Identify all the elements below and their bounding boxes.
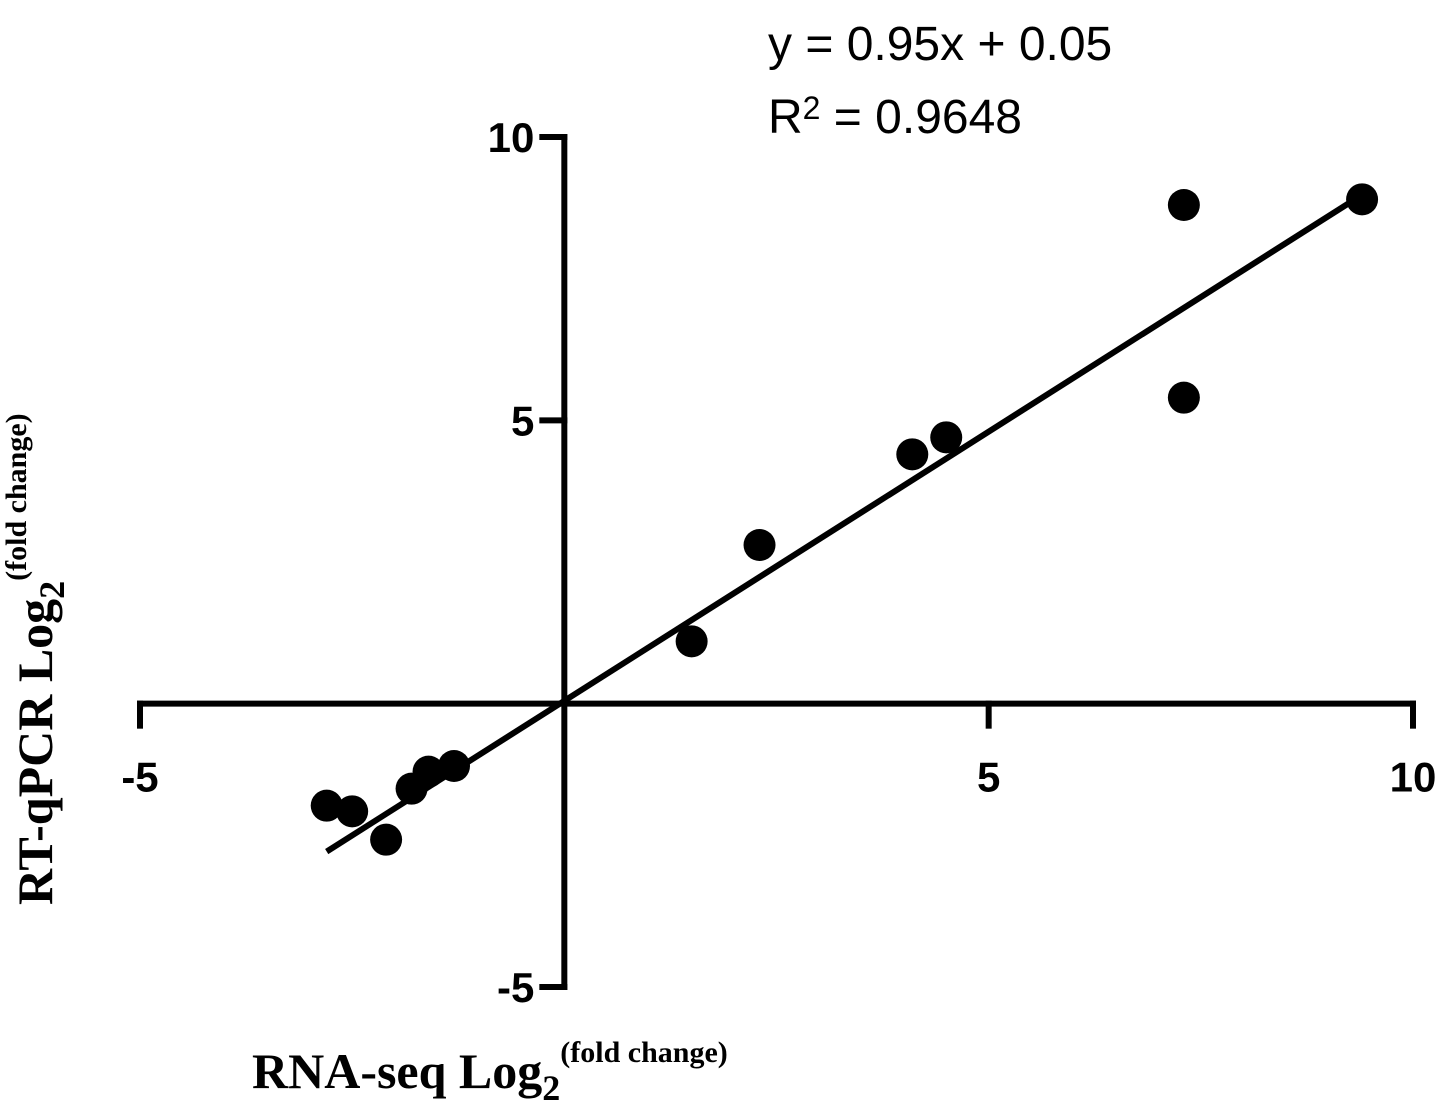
data-point bbox=[896, 438, 929, 471]
regression-line bbox=[325, 192, 1364, 855]
data-point bbox=[370, 823, 403, 856]
x-tick-label: -5 bbox=[121, 754, 158, 801]
x-axis-title: RNA-seq Log2(fold change) bbox=[252, 1036, 728, 1105]
y-tick-label: -5 bbox=[497, 964, 534, 1011]
tick-labels: -5 5 10 10 5 -5 bbox=[121, 114, 1436, 1011]
x-tick-label: 5 bbox=[977, 754, 1000, 801]
data-point bbox=[1167, 381, 1200, 414]
regression-line-layer bbox=[325, 192, 1364, 855]
data-point bbox=[1167, 189, 1200, 221]
x-tick-label: 10 bbox=[1390, 754, 1437, 801]
data-point bbox=[743, 529, 776, 561]
data-point bbox=[675, 625, 708, 658]
data-point bbox=[930, 421, 963, 454]
y-tick-label: 5 bbox=[511, 397, 534, 444]
y-axis-title: RT-qPCR Log2(fold change) bbox=[0, 413, 72, 905]
data-point bbox=[1346, 183, 1379, 216]
regression-equation: y = 0.95x + 0.05 bbox=[768, 18, 1112, 71]
axes bbox=[137, 134, 1416, 990]
data-point bbox=[438, 750, 471, 782]
data-point bbox=[336, 795, 369, 828]
y-tick-label: 10 bbox=[488, 114, 535, 161]
data-points bbox=[310, 183, 1379, 856]
data-point bbox=[412, 755, 445, 788]
r-squared-annotation: R2 = 0.9648 bbox=[768, 90, 1022, 144]
data-point bbox=[310, 789, 343, 822]
